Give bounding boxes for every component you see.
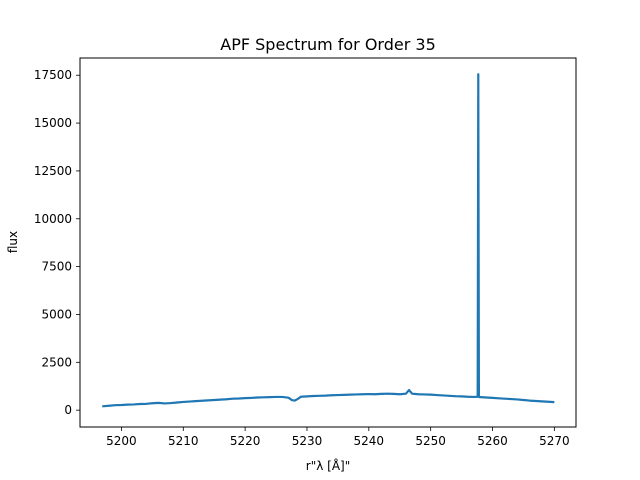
- y-tick-label: 0: [64, 403, 72, 417]
- x-axis-label: r"λ [Å]": [306, 458, 350, 473]
- x-tick-label: 5240: [354, 434, 385, 448]
- y-tick-label: 10000: [34, 212, 72, 226]
- y-tick-label: 15000: [34, 116, 72, 130]
- x-tick-label: 5270: [539, 434, 570, 448]
- y-tick-label: 12500: [34, 164, 72, 178]
- x-tick-label: 5250: [415, 434, 446, 448]
- x-tick-label: 5260: [477, 434, 508, 448]
- y-axis-ticks: 0 2500 5000 7500 10000 12500 15000 17500: [34, 68, 80, 417]
- y-axis-label: flux: [6, 231, 20, 253]
- x-tick-label: 5200: [106, 434, 137, 448]
- x-tick-label: 5210: [168, 434, 199, 448]
- plot-frame: [79, 57, 577, 428]
- chart-title: APF Spectrum for Order 35: [220, 35, 436, 54]
- y-tick-label: 2500: [41, 355, 72, 369]
- plot-content: [102, 73, 555, 408]
- x-tick-label: 5220: [230, 434, 261, 448]
- y-tick-label: 5000: [41, 307, 72, 321]
- y-tick-label: 17500: [34, 68, 72, 82]
- spectrum-line: [102, 73, 555, 408]
- x-axis-ticks: 5200 5210 5220 5230 5240 5250 5260 5270: [106, 427, 570, 448]
- y-tick-label: 7500: [41, 260, 72, 274]
- x-tick-label: 5230: [292, 434, 323, 448]
